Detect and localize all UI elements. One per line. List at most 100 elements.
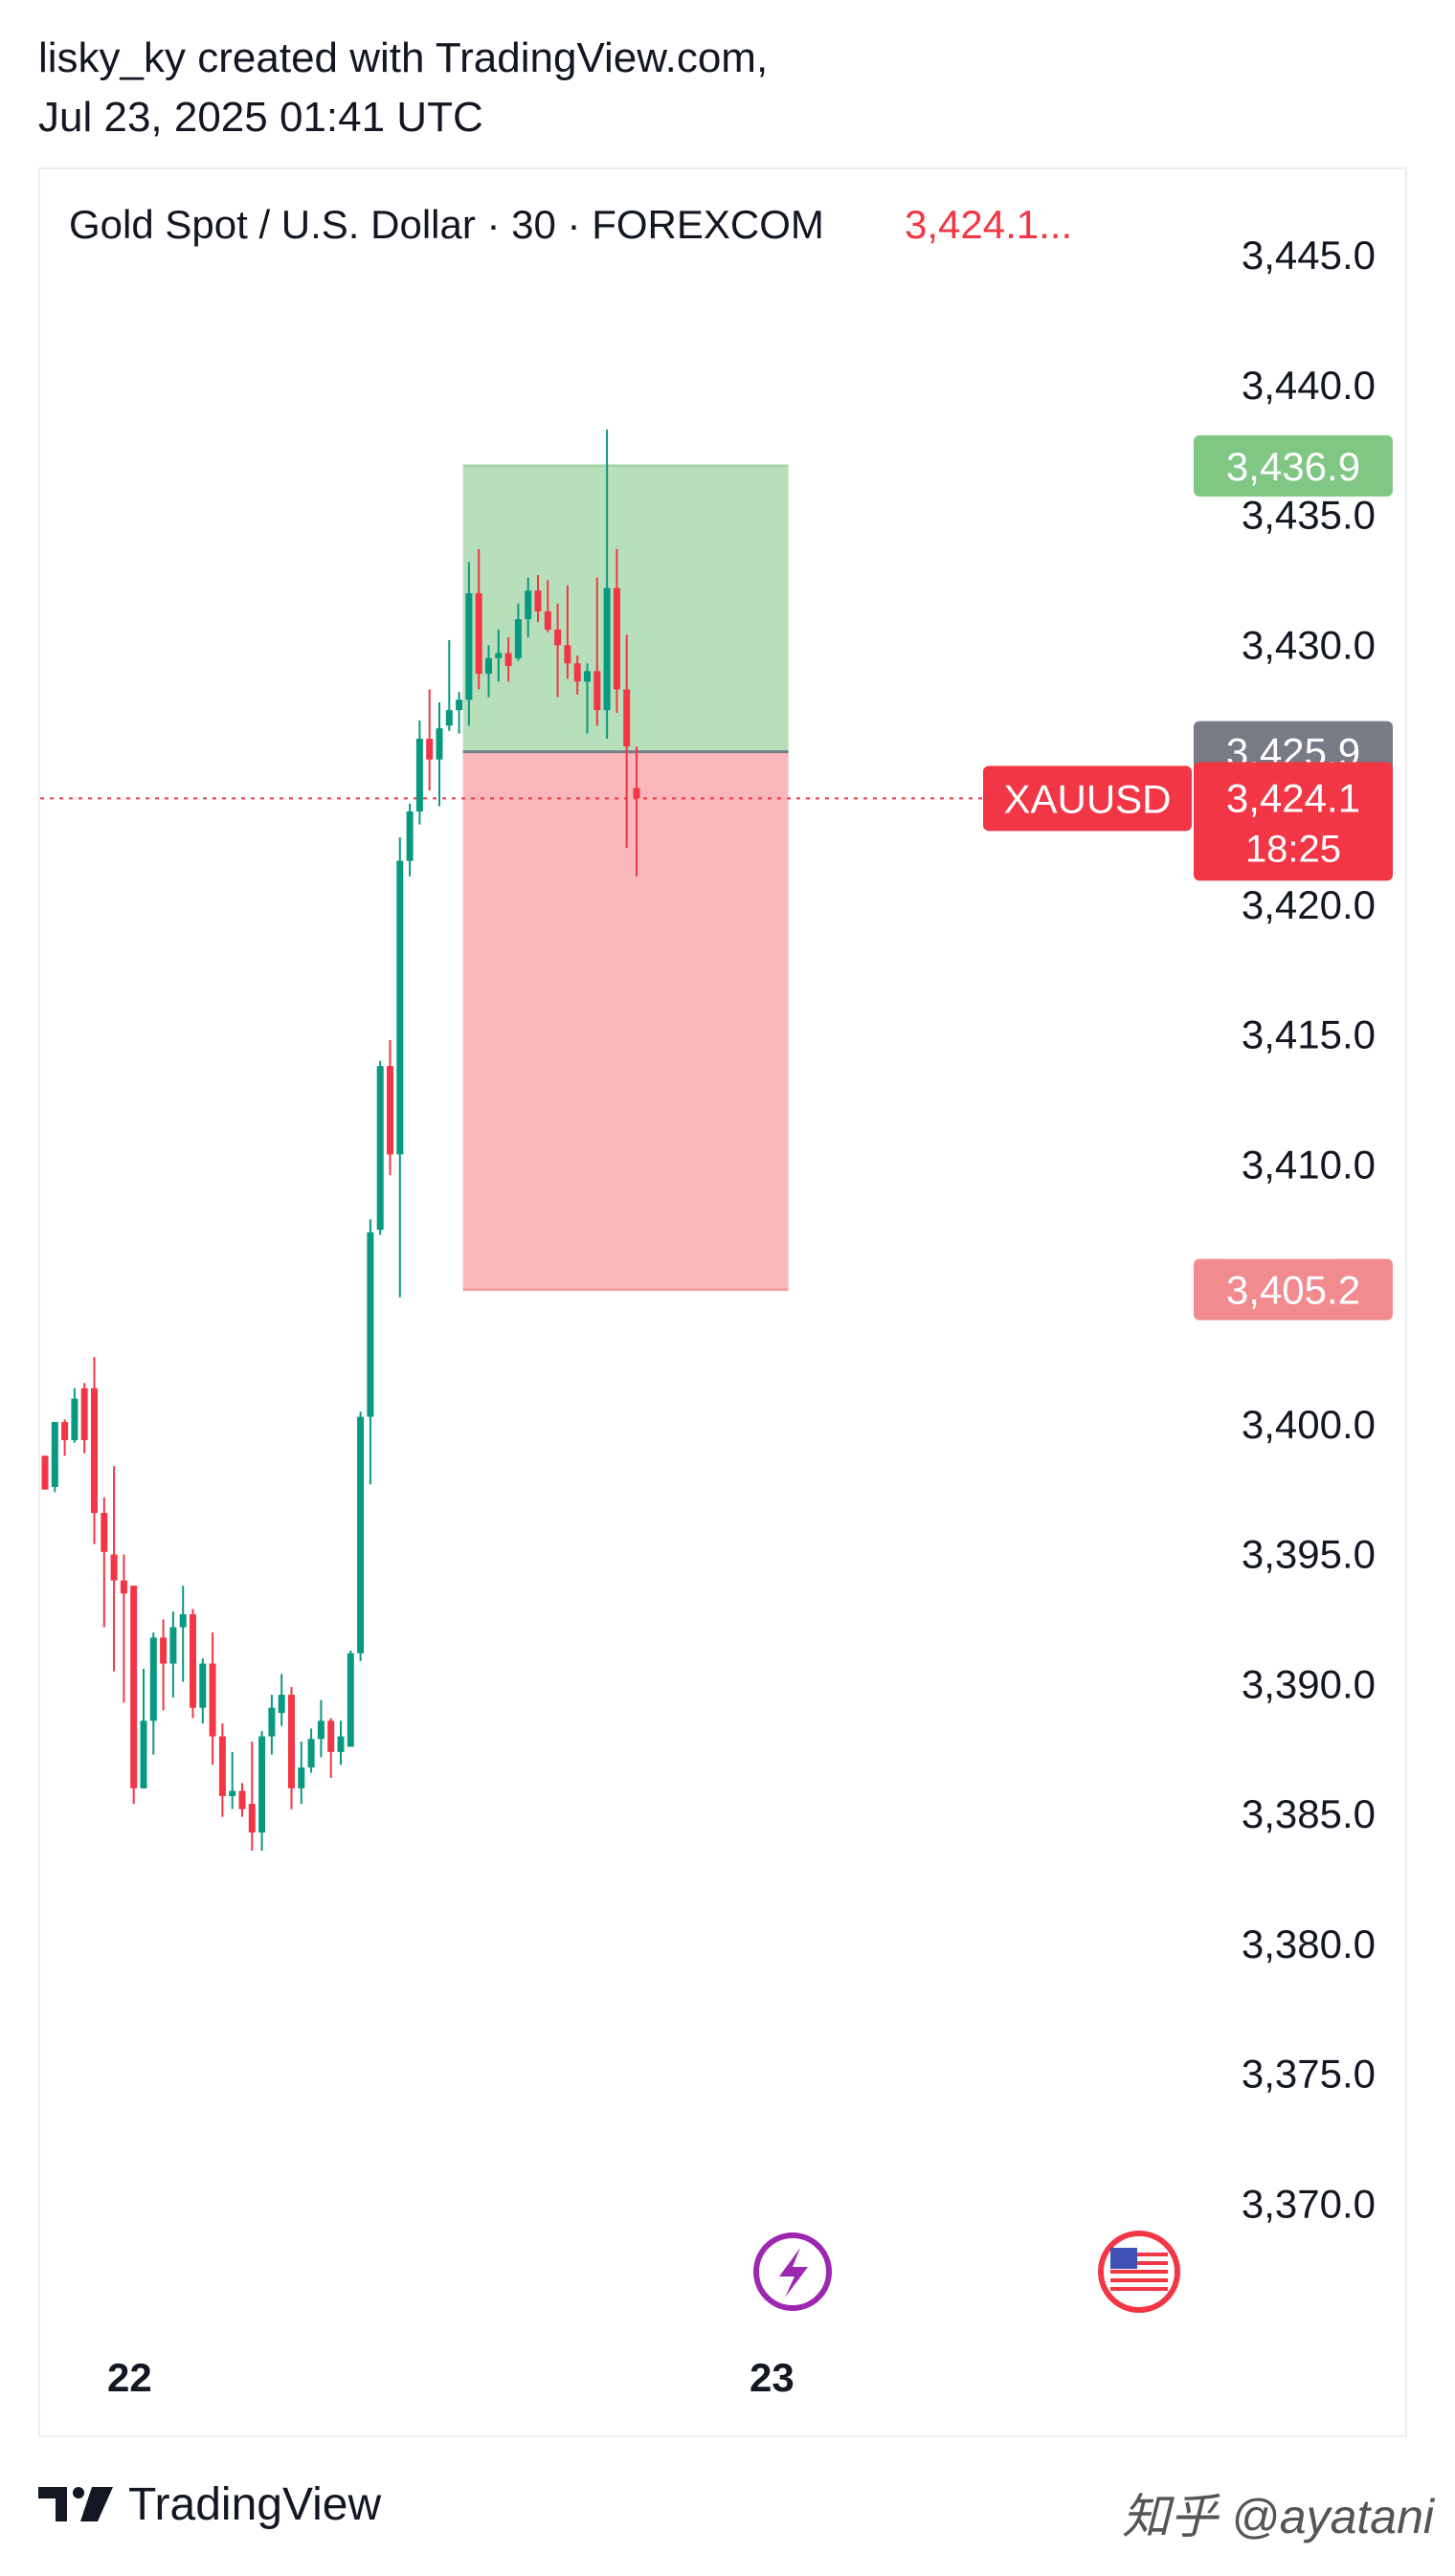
y-tick-label: 3,445.0 (1242, 233, 1376, 278)
chart-header: lisky_ky created with TradingView.com, J… (38, 29, 768, 147)
target-price-label-bg (1194, 1258, 1393, 1321)
candle-body[interactable] (120, 1580, 127, 1594)
candle-body[interactable] (426, 738, 434, 760)
flag-stripe (1110, 2278, 1168, 2282)
flag-stripe (1110, 2261, 1168, 2265)
candle-body[interactable] (229, 1790, 236, 1796)
candle-body[interactable] (160, 1637, 168, 1664)
candle-body[interactable] (288, 1695, 295, 1788)
candle-body[interactable] (564, 645, 571, 664)
candle-body[interactable] (613, 588, 620, 690)
chart-frame[interactable]: Gold Spot / U.S. Dollar · 30 · FOREXCOM 3… (38, 167, 1407, 2437)
candle-body[interactable] (61, 1422, 69, 1441)
candle-body[interactable] (445, 710, 453, 726)
candle-body[interactable] (298, 1767, 305, 1788)
target-zone[interactable] (462, 751, 789, 1290)
candle-body[interactable] (169, 1627, 177, 1664)
candle-body[interactable] (514, 619, 522, 658)
candle-body[interactable] (101, 1513, 108, 1552)
candle-body[interactable] (485, 657, 492, 675)
candle-body[interactable] (179, 1613, 187, 1628)
tradingview-logo-icon (38, 2487, 113, 2521)
candle-body[interactable] (140, 1721, 147, 1788)
y-tick-label: 3,375.0 (1242, 2052, 1376, 2097)
candle-body[interactable] (406, 811, 414, 861)
candle-body[interactable] (436, 728, 443, 760)
y-tick-label: 3,415.0 (1242, 1012, 1376, 1057)
candle-body[interactable] (130, 1586, 138, 1788)
zhihu-watermark: 知乎 @ayatani (1122, 2490, 1434, 2543)
candle-body[interactable] (41, 1455, 49, 1490)
candle-body[interactable] (376, 1066, 384, 1231)
flag-stripe (1110, 2270, 1168, 2274)
candle-body[interactable] (475, 592, 482, 675)
candle-body[interactable] (623, 689, 631, 747)
candle-body[interactable] (465, 592, 473, 700)
candle-body[interactable] (633, 788, 640, 799)
candle-body[interactable] (387, 1066, 393, 1155)
candle-body[interactable] (534, 590, 542, 611)
candle-body[interactable] (258, 1736, 266, 1833)
stop-price-label: 3,436.9 (1226, 444, 1360, 489)
candle-body[interactable] (554, 629, 562, 646)
candle-body[interactable] (525, 590, 532, 620)
candle-body[interactable] (357, 1416, 365, 1654)
candle-body[interactable] (190, 1613, 196, 1708)
stop-price-label-bg (1194, 434, 1393, 497)
tradingview-logo[interactable]: TradingView (38, 2471, 381, 2538)
legend-price: 3,424.1... (905, 202, 1072, 247)
candle-body[interactable] (347, 1653, 354, 1747)
current-price-label: 3,424.1 (1226, 775, 1360, 820)
candle-body[interactable] (456, 700, 463, 711)
candle-body[interactable] (603, 588, 611, 711)
flag-stripe (1110, 2253, 1168, 2256)
candle-body[interactable] (278, 1695, 285, 1714)
candle-body[interactable] (317, 1721, 325, 1740)
candle-body[interactable] (327, 1721, 335, 1752)
y-tick-label: 3,430.0 (1242, 622, 1376, 667)
candle-body[interactable] (51, 1422, 58, 1487)
candle-body[interactable] (91, 1388, 98, 1514)
candle-body[interactable] (584, 671, 591, 682)
candle-body[interactable] (544, 611, 551, 630)
tradingview-brand: TradingView (128, 2478, 382, 2530)
candle-body[interactable] (415, 738, 423, 812)
target-price-label: 3,405.2 (1226, 1268, 1360, 1313)
lightning-glyph (779, 2248, 808, 2298)
flag-canton (1110, 2248, 1137, 2269)
candle-body[interactable] (238, 1790, 246, 1810)
candle-body[interactable] (593, 671, 601, 711)
candle-body[interactable] (110, 1554, 118, 1581)
candle-body[interactable] (396, 860, 404, 1155)
candle-body[interactable] (209, 1663, 216, 1737)
candlestick-chart[interactable]: Gold Spot / U.S. Dollar · 30 · FOREXCOM 3… (40, 169, 1405, 2435)
legend-symbol: Gold Spot / U.S. Dollar · 30 · FOREXCOM (69, 202, 824, 247)
y-tick-label: 3,435.0 (1242, 493, 1376, 538)
candle-body[interactable] (71, 1398, 78, 1441)
symbol-badge-bg[interactable] (983, 766, 1192, 832)
candle-body[interactable] (199, 1663, 207, 1708)
candle-body[interactable] (80, 1388, 88, 1441)
y-tick-label: 3,410.0 (1242, 1142, 1376, 1187)
candle-body[interactable] (307, 1739, 315, 1768)
symbol-badge: XAUUSD (1003, 776, 1171, 821)
candle-body[interactable] (149, 1637, 157, 1721)
timestamp-line: Jul 23, 2025 01:41 UTC (38, 94, 483, 141)
y-tick-label: 3,440.0 (1242, 363, 1376, 408)
y-tick-label: 3,390.0 (1242, 1661, 1376, 1706)
candle-body[interactable] (248, 1804, 256, 1833)
candle-body[interactable] (367, 1232, 374, 1417)
y-tick-label: 3,385.0 (1242, 1791, 1376, 1836)
candle-body[interactable] (573, 663, 581, 682)
candle-body[interactable] (268, 1707, 276, 1737)
candle-body[interactable] (218, 1736, 226, 1796)
candle-body[interactable] (504, 653, 512, 666)
author-line: lisky_ky created with TradingView.com, (38, 34, 769, 81)
y-tick-label: 3,370.0 (1242, 2181, 1376, 2226)
candle-body[interactable] (495, 653, 503, 658)
y-tick-label: 3,400.0 (1242, 1402, 1376, 1447)
y-tick-label: 3,420.0 (1242, 882, 1376, 927)
countdown-label: 18:25 (1245, 828, 1341, 870)
x-axis-label-22: 22 (107, 2355, 152, 2400)
candle-body[interactable] (337, 1736, 345, 1752)
